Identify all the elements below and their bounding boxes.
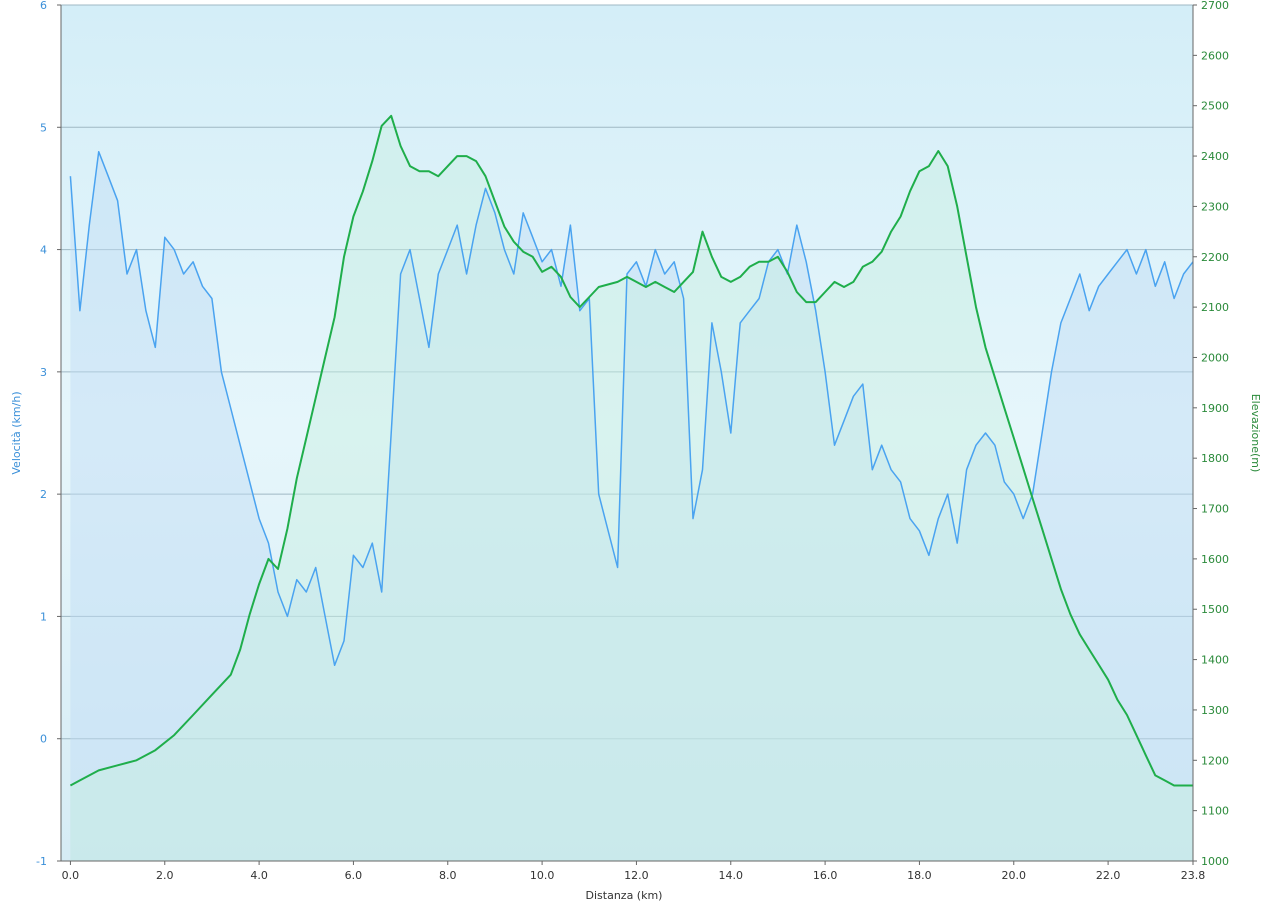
series-lines <box>69 114 1194 787</box>
series-line-speed <box>69 150 1194 667</box>
axes <box>57 4 1197 865</box>
y-right-tick-label: 2000 <box>1201 351 1229 364</box>
y-right-tick-label: 2500 <box>1201 100 1229 113</box>
y-left-tick-label: 0 <box>40 733 47 746</box>
y-left-axis-title: Velocità (km/h) <box>10 391 23 474</box>
series-areas <box>70 115 1193 862</box>
y-right-tick-label: 1500 <box>1201 603 1229 616</box>
series-line-elevation <box>69 114 1193 787</box>
y-left-tick-label: 6 <box>40 0 47 12</box>
x-tick-label: 2.0 <box>156 869 174 882</box>
y-right-tick-label: 1400 <box>1201 654 1229 667</box>
y-left-tick-label: -1 <box>36 855 47 868</box>
y-right-axis-title: Elevazione(m) <box>1249 394 1262 473</box>
series-area-speed <box>70 151 1193 861</box>
y-right-tick-label: 1900 <box>1201 402 1229 415</box>
y-right-tick-label: 2600 <box>1201 49 1229 62</box>
y-right-tick-label: 1600 <box>1201 553 1229 566</box>
x-tick-label: 4.0 <box>250 869 268 882</box>
y-right-tick-label: 1700 <box>1201 503 1229 516</box>
tick-labels: 6 5 4 3 2 1 0 -1 2700 2600 2500 2400 2300 2200 2100 200… <box>36 0 1229 882</box>
x-tick-label: 18.0 <box>907 869 932 882</box>
y-right-tick-label: 2300 <box>1201 200 1229 213</box>
plot-background <box>60 4 1194 862</box>
x-tick-label: 6.0 <box>345 869 363 882</box>
x-tick-label: 16.0 <box>813 869 838 882</box>
y-right-tick-label: 1100 <box>1201 805 1229 818</box>
x-tick-label: 23.8 <box>1181 869 1206 882</box>
x-tick-label: 22.0 <box>1096 869 1121 882</box>
y-left-tick-label: 5 <box>40 121 47 134</box>
x-tick-label: 0.0 <box>62 869 80 882</box>
y-right-tick-label: 1300 <box>1201 704 1229 717</box>
y-left-tick-label: 1 <box>40 610 47 623</box>
y-left-tick-label: 4 <box>40 244 47 257</box>
y-right-tick-label: 1200 <box>1201 754 1229 767</box>
y-right-tick-label: 1800 <box>1201 452 1229 465</box>
y-left-tick-label: 3 <box>40 366 47 379</box>
grid-lines <box>61 4 1193 862</box>
x-tick-label: 20.0 <box>1002 869 1027 882</box>
x-tick-label: 8.0 <box>439 869 457 882</box>
x-tick-label: 12.0 <box>624 869 649 882</box>
y-right-tick-label: 2400 <box>1201 150 1229 163</box>
y-right-tick-label: 2700 <box>1201 0 1229 12</box>
y-right-tick-label: 2100 <box>1201 301 1229 314</box>
x-tick-label: 10.0 <box>530 869 555 882</box>
x-tick-label: 14.0 <box>719 869 744 882</box>
series-area-elevation <box>70 115 1193 862</box>
y-right-tick-label: 1000 <box>1201 855 1229 868</box>
x-axis-title: Distanza (km) <box>586 889 663 902</box>
y-left-tick-label: 2 <box>40 488 47 501</box>
y-right-tick-label: 2200 <box>1201 251 1229 264</box>
